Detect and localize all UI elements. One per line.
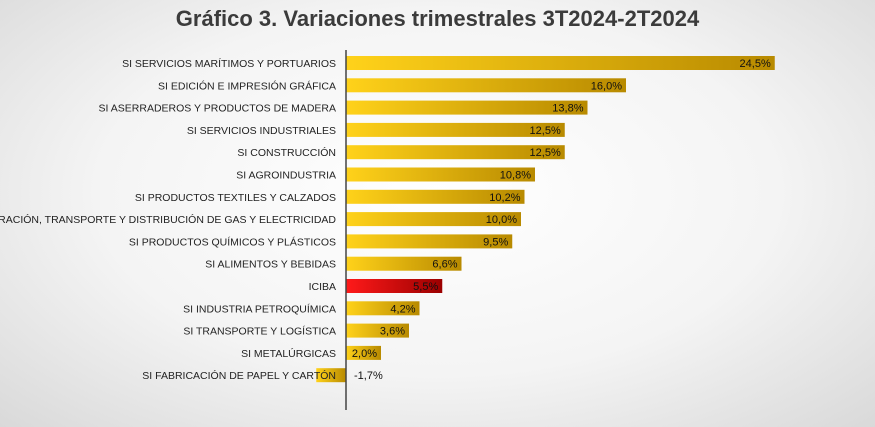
bar-10 bbox=[346, 279, 443, 293]
bar-8 bbox=[346, 234, 513, 249]
bar-3 bbox=[346, 122, 565, 137]
category-label-7: SI GENERACIÓN, TRANSPORTE Y DISTRIBUCIÓN… bbox=[0, 213, 336, 226]
bar-14 bbox=[316, 368, 346, 383]
data-label-10: 5,5% bbox=[413, 281, 438, 293]
bar-2 bbox=[346, 100, 588, 115]
data-label-8: 9,5% bbox=[483, 236, 508, 248]
data-label-9: 6,6% bbox=[432, 259, 457, 271]
category-label-10: ICIBA bbox=[309, 281, 336, 293]
category-label-6: SI PRODUCTOS TEXTILES Y CALZADOS bbox=[135, 192, 336, 204]
data-label-3: 12,5% bbox=[530, 125, 561, 137]
data-label-6: 10,2% bbox=[489, 192, 520, 204]
bar-6 bbox=[346, 189, 525, 204]
category-label-8: SI PRODUCTOS QUÍMICOS Y PLÁSTICOS bbox=[129, 235, 336, 248]
category-label-1: SI EDICIÓN E IMPRESIÓN GRÁFICA bbox=[158, 79, 336, 92]
category-label-4: SI CONSTRUCCIÓN bbox=[237, 146, 336, 159]
bar-7 bbox=[346, 212, 521, 227]
category-label-3: SI SERVICIOS INDUSTRIALES bbox=[187, 125, 336, 137]
category-label-2: SI ASERRADEROS Y PRODUCTOS DE MADERA bbox=[99, 103, 336, 115]
data-label-1: 16,0% bbox=[591, 80, 622, 92]
data-label-12: 3,6% bbox=[380, 326, 405, 338]
data-label-7: 10,0% bbox=[486, 214, 517, 226]
data-label-2: 13,8% bbox=[552, 103, 583, 115]
bar-9 bbox=[346, 256, 462, 271]
category-label-9: SI ALIMENTOS Y BEBIDAS bbox=[205, 259, 336, 271]
category-label-12: SI TRANSPORTE Y LOGÍSTICA bbox=[183, 325, 336, 338]
data-label-11: 4,2% bbox=[390, 303, 415, 315]
category-label-5: SI AGROINDUSTRIA bbox=[236, 170, 336, 182]
bar-11 bbox=[346, 301, 420, 316]
data-label-14: -1,7% bbox=[354, 370, 383, 382]
data-label-5: 10,8% bbox=[500, 170, 531, 182]
data-label-0: 24,5% bbox=[740, 58, 771, 70]
chart-title: Gráfico 3. Variaciones trimestrales 3T20… bbox=[175, 6, 700, 31]
data-label-13: 2,0% bbox=[352, 348, 377, 360]
category-label-11: SI INDUSTRIA PETROQUÍMICA bbox=[183, 302, 336, 315]
bar-0 bbox=[346, 56, 775, 70]
bar-12 bbox=[346, 323, 409, 338]
category-label-14: SI FABRICACIÓN DE PAPEL Y CARTÓN bbox=[142, 369, 336, 382]
bar-13 bbox=[346, 345, 381, 360]
category-label-0: SI SERVICIOS MARÍTIMOS Y PORTUARIOS bbox=[122, 57, 336, 70]
bar-5 bbox=[346, 167, 535, 182]
category-label-13: SI METALÚRGICAS bbox=[241, 347, 336, 360]
data-label-4: 12,5% bbox=[530, 147, 561, 159]
bar-4 bbox=[346, 145, 565, 160]
bar-1 bbox=[346, 78, 626, 93]
